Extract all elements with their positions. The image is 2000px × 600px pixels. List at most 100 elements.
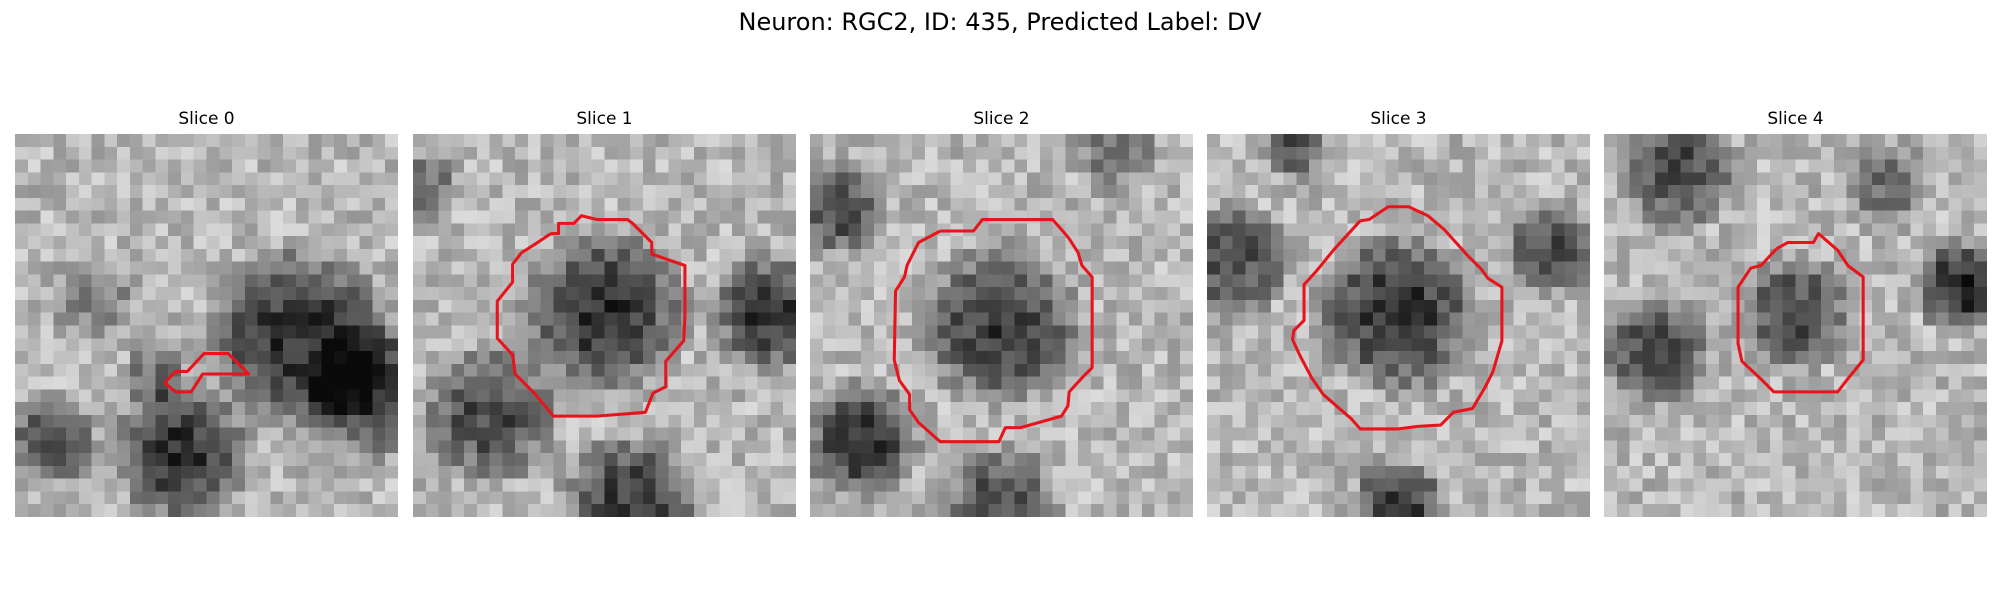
pixel (732, 504, 746, 517)
pixel (988, 465, 1002, 479)
pixel (451, 159, 465, 173)
pixel (1577, 351, 1590, 365)
pixel (617, 223, 631, 237)
pixel (308, 185, 322, 199)
pixel (1718, 504, 1732, 517)
pixel (1884, 134, 1898, 148)
pixel (604, 210, 618, 224)
pixel (912, 312, 926, 326)
pixel (372, 274, 386, 288)
pixel (899, 159, 913, 173)
pixel (1718, 338, 1732, 352)
pixel (1039, 248, 1053, 262)
pixel (1693, 312, 1707, 326)
roi-contour-4 (1736, 232, 1865, 394)
pixel (1731, 134, 1745, 148)
pixel (899, 338, 913, 352)
pixel (1334, 504, 1348, 517)
pixel (219, 236, 233, 250)
pixel (1103, 414, 1117, 428)
pixel (1449, 299, 1463, 313)
pixel (1551, 261, 1565, 275)
pixel (1129, 465, 1143, 479)
pixel (963, 453, 977, 467)
pixel (1744, 440, 1758, 454)
pixel (155, 312, 169, 326)
pixel (15, 491, 29, 505)
pixel (1808, 376, 1822, 390)
pixel (346, 274, 360, 288)
pixel (1629, 172, 1643, 186)
pixel (540, 363, 554, 377)
pixel (1795, 197, 1809, 211)
pixel (346, 465, 360, 479)
pixel (1706, 453, 1720, 467)
pixel (668, 210, 682, 224)
pixel (1449, 363, 1463, 377)
pixel (1039, 312, 1053, 326)
pixel (489, 453, 503, 467)
pixel (1258, 504, 1272, 517)
pixel (1923, 185, 1937, 199)
pixel (950, 402, 964, 416)
pixel (912, 325, 926, 339)
pixel (963, 172, 977, 186)
pixel (1961, 312, 1975, 326)
pixel (1538, 146, 1552, 160)
pixel (886, 197, 900, 211)
pixel (1116, 427, 1130, 441)
pixel (27, 210, 41, 224)
pixel (1321, 325, 1335, 339)
pixel (1207, 376, 1221, 390)
pixel (1207, 159, 1221, 173)
pixel (193, 389, 207, 403)
pixel (757, 338, 771, 352)
pixel (1411, 248, 1425, 262)
pixel (1884, 287, 1898, 301)
pixel (1245, 491, 1259, 505)
pixel (655, 440, 669, 454)
pixel (232, 478, 246, 492)
pixel (244, 146, 258, 160)
pixel (425, 146, 439, 160)
pixel (1207, 210, 1221, 224)
grayscale-pixels-1 (413, 134, 796, 517)
pixel (1167, 159, 1181, 173)
pixel (206, 427, 220, 441)
pixel (1859, 223, 1873, 237)
pixel (1398, 287, 1412, 301)
pixel (1538, 478, 1552, 492)
pixel (359, 185, 373, 199)
pixel (502, 376, 516, 390)
pixel (1487, 261, 1501, 275)
pixel (1795, 261, 1809, 275)
pixel (1577, 146, 1590, 160)
pixel (1360, 465, 1374, 479)
pixel (1655, 223, 1669, 237)
pixel (1436, 134, 1450, 148)
pixel (502, 134, 516, 148)
pixel (219, 504, 233, 517)
pixel (1309, 453, 1323, 467)
pixel (193, 299, 207, 313)
pixel (1411, 134, 1425, 148)
pixel (295, 440, 309, 454)
pixel (1795, 134, 1809, 148)
pixel (1833, 197, 1847, 211)
pixel (553, 236, 567, 250)
pixel (1564, 159, 1578, 173)
pixel (1935, 236, 1949, 250)
pixel (1642, 504, 1656, 517)
pixel (668, 440, 682, 454)
pixel (385, 376, 398, 390)
pixel (1219, 491, 1233, 505)
pixel (655, 325, 669, 339)
pixel (1207, 274, 1221, 288)
pixel (1500, 236, 1514, 250)
pixel (489, 210, 503, 224)
pixel (1258, 325, 1272, 339)
pixel (219, 210, 233, 224)
pixel (1475, 134, 1489, 148)
pixel (540, 299, 554, 313)
pixel (129, 414, 143, 428)
